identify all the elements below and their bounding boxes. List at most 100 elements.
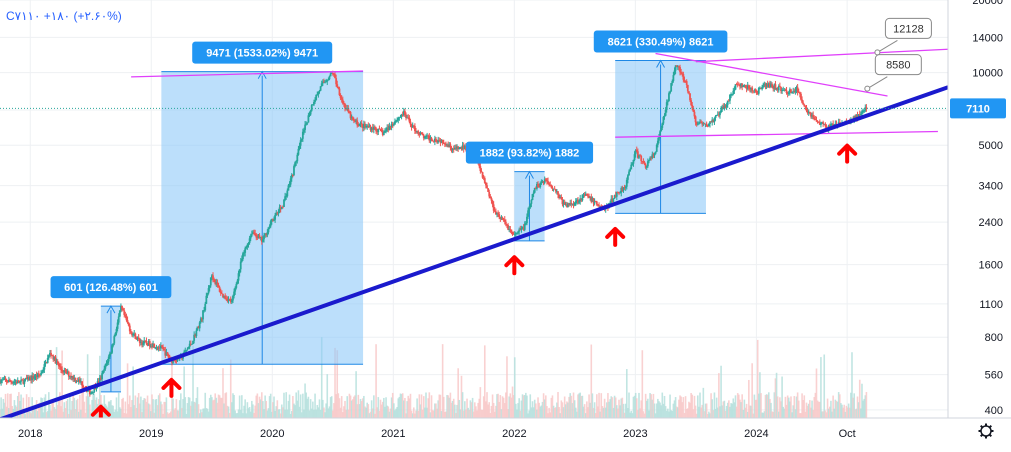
volume-bar [549,412,552,418]
range-label-bg [465,141,594,164]
candle-body [420,132,423,134]
volume-bar [550,397,553,418]
volume-bar [644,393,647,418]
candle-body [114,333,117,337]
candle-body [236,280,239,285]
candle-body [155,347,158,349]
candle-body [60,366,62,370]
candle-body [319,86,322,91]
volume-bar [377,397,380,418]
candle-body [531,194,534,201]
candle-body [277,212,280,214]
volume-bar [72,392,75,418]
volume-bar [170,411,172,418]
volume-bar [326,374,329,418]
volume-bar [613,395,616,418]
last-price-label: 7110 [966,103,990,115]
volume-bar [81,392,83,418]
candle-body [310,105,313,111]
settings-gear-icon[interactable] [978,423,994,439]
candle-body [433,138,436,142]
candle-body [591,198,594,202]
candle-body [712,119,715,123]
candle-body [706,126,709,127]
candle-body [462,145,465,150]
volume-bar [89,404,91,418]
candle-body [188,343,191,347]
volume-bar [130,407,132,418]
volume-bar [175,399,178,418]
candle-body [295,161,298,163]
volume-bar [770,402,772,418]
candle-body [307,115,310,123]
volume-bar [109,401,111,418]
candle-body [46,358,49,363]
candle-body [767,83,770,87]
volume-bar [577,394,579,418]
volume-bar [303,409,305,418]
volume-bar [297,390,300,418]
candle-body [276,212,279,214]
candle-body [216,282,219,286]
candle-body [437,140,440,143]
volume-bar [782,406,785,418]
volume-bar [218,395,221,418]
volume-bar [730,403,732,418]
candle-body [642,161,645,163]
volume-bar [398,396,401,418]
volume-bar [167,413,170,418]
volume-bar [357,394,360,418]
candle-body [391,123,394,125]
candle-body [514,233,517,234]
volume-bar [207,411,210,418]
candle-body [1,379,4,381]
candle-body [736,84,739,86]
candle-body [309,110,312,115]
volume-bar [602,407,605,418]
volume-bar [667,408,669,418]
candle-body [248,238,251,243]
candle-body [400,114,403,117]
volume-bar [570,395,573,418]
candle-body [485,182,487,186]
candle-body [244,248,247,253]
candle-body [232,295,234,301]
candle-body [730,94,732,96]
volume-bar [505,392,507,418]
candle-body [635,150,638,152]
volume-bar [231,402,233,418]
volume-bar [779,397,781,418]
volume-bar [180,393,182,418]
candle-body [108,353,111,357]
volume-bar [490,405,493,418]
candle-body [59,366,61,368]
volume-bar [124,401,127,418]
candle-body [362,123,365,128]
candle-body [801,99,803,103]
candle-body [154,347,157,349]
volume-bar [819,401,821,418]
volume-bar [436,408,438,418]
candle-body [351,116,354,120]
candle-body [349,112,352,119]
candle-body [814,119,817,120]
callout-box [874,54,922,76]
volume-bar [395,408,397,418]
candle-body [575,200,578,202]
callout-anchor [864,85,871,92]
candle-body [759,88,761,89]
candle-body [768,83,771,88]
volume-bar [310,408,313,418]
candle-body [374,126,376,129]
candle-body [482,177,485,179]
candle-body [587,195,589,197]
candle-body [249,235,252,239]
volume-bar [107,401,110,418]
volume-bar [270,411,273,418]
volume-bar [4,393,7,418]
candle-body [534,188,537,189]
candle-body [732,90,735,95]
volume-bar [152,399,154,418]
volume-bar [416,398,418,418]
volume-bar [614,397,617,418]
